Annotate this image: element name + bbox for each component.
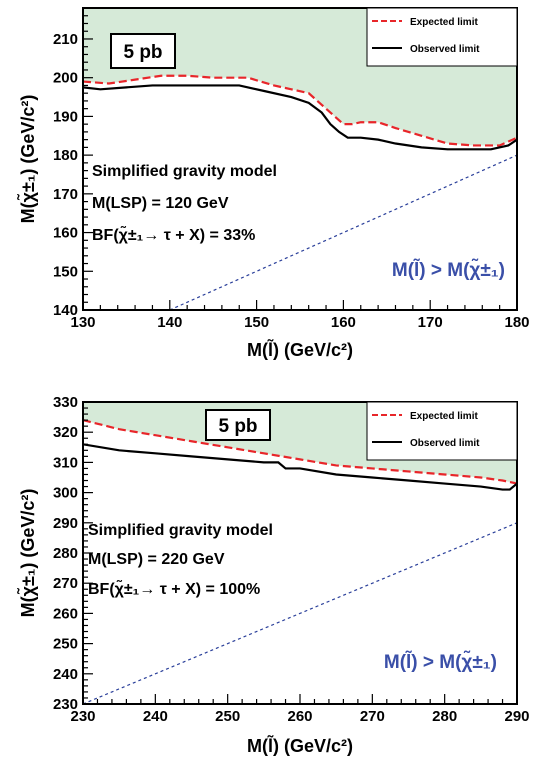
y-tick-label: 140: [53, 302, 78, 319]
x-ticks: 230 240 250 260 270 280 290: [70, 694, 530, 725]
observed-limit-line: [83, 84, 517, 151]
x-tick-label: 260: [287, 708, 312, 725]
annotation-bf: BF(χ̃±₁→ τ + X) = 33%: [92, 224, 255, 244]
y-axis-title: M(χ̃±₁) (GeV/c²): [16, 95, 38, 224]
x-tick-label: 280: [432, 708, 457, 725]
annotation-bf: BF(χ̃±₁→ τ + X) = 100%: [88, 578, 260, 598]
x-tick-label: 270: [360, 708, 385, 725]
x-tick-label: 160: [331, 314, 356, 331]
legend-entry-expected: Expected limit: [410, 17, 478, 28]
diagonal-line: [83, 522, 517, 704]
observed-limit-line: [83, 443, 517, 491]
x-axis-title: M(l̃) (GeV/c²): [247, 338, 353, 360]
expected-limit-line: [83, 419, 517, 485]
y-tick-label: 200: [53, 70, 78, 87]
y-tick-label: 180: [53, 147, 78, 164]
x-axis-title: M(l̃) (GeV/c²): [247, 734, 353, 756]
y-tick-label: 260: [53, 605, 78, 622]
x-ticks: 130 140 150 160 170 180: [70, 300, 530, 331]
chart-panel-bottom: 230 240 250 260 270 280 290 230 240 250 260 270 280…: [16, 394, 530, 756]
legend: Expected limit Observed limit: [366, 401, 518, 461]
y-tick-label: 270: [53, 575, 78, 592]
y-axis-title: M(χ̃±₁) (GeV/c²): [16, 489, 38, 618]
kinematic-diagonal: [83, 522, 517, 704]
annotation-model: Simplified gravity model: [88, 522, 273, 539]
y-tick-label: 210: [53, 31, 78, 48]
chart-panel-top: 130 140 150 160 170 180 140150160170180190200…: [16, 7, 530, 360]
x-tick-label: 180: [504, 314, 529, 331]
y-tick-label: 170: [53, 186, 78, 203]
plot-frame: [82, 7, 518, 311]
x-tick-label: 250: [215, 708, 240, 725]
x-tick-label: 170: [418, 314, 443, 331]
series-lines: [83, 74, 517, 151]
y-tick-label: 250: [53, 636, 78, 653]
y-tick-label: 290: [53, 515, 78, 532]
x-tick-label: 130: [70, 314, 95, 331]
y-tick-label: 320: [53, 424, 78, 441]
expected-limit-line: [83, 74, 517, 147]
x-tick-label: 240: [143, 708, 168, 725]
y-tick-label: 160: [53, 225, 78, 242]
cross-section-label: 5 pb: [218, 416, 257, 437]
y-tick-label: 310: [53, 454, 78, 471]
y-tick-label: 300: [53, 485, 78, 502]
y-ticks: 230 240 250 260 270 280 290 300 310 320 330: [53, 394, 93, 713]
legend: Expected limit Observed limit: [366, 7, 518, 67]
y-tick-label: 190: [53, 108, 78, 125]
x-tick-label: 230: [70, 708, 95, 725]
series-lines: [83, 419, 517, 491]
annotation-model: Simplified gravity model: [92, 163, 277, 180]
x-tick-label: 290: [504, 708, 529, 725]
region-label: M(l̃) > M(χ̃±₁): [392, 258, 505, 281]
y-ticks: 140 150 160 170 180 190 200 210: [53, 7, 93, 319]
annotation-lsp: M(LSP) = 120 GeV: [92, 195, 229, 212]
y-tick-label: 330: [53, 394, 78, 411]
annotation-lsp: M(LSP) = 220 GeV: [88, 551, 225, 568]
region-label: M(l̃) > M(χ̃±₁): [384, 650, 497, 673]
legend-entry-expected: Expected limit: [410, 411, 478, 422]
y-tick-label: 150: [53, 263, 78, 280]
y-tick-label: 230: [53, 696, 78, 713]
x-tick-label: 140: [157, 314, 182, 331]
x-tick-label: 150: [244, 314, 269, 331]
y-tick-label: 280: [53, 545, 78, 562]
legend-entry-observed: Observed limit: [410, 438, 480, 449]
cross-section-label: 5 pb: [123, 42, 162, 63]
y-tick-label: 240: [53, 666, 78, 683]
legend-entry-observed: Observed limit: [410, 44, 480, 55]
